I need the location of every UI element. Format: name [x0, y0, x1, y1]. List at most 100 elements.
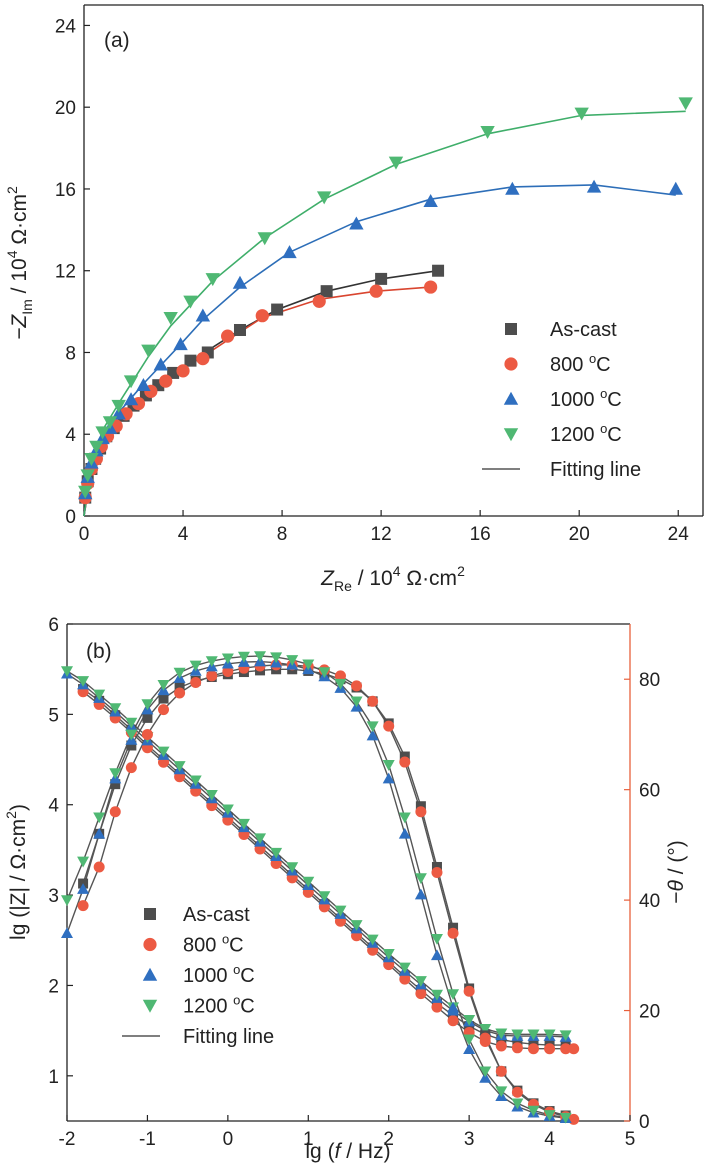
data-point: [302, 876, 315, 888]
data-point: [399, 756, 411, 768]
y-tick-label: 24: [55, 16, 77, 37]
y2-axis-title-text: / (°): [665, 840, 688, 880]
legend-label: As-cast: [550, 319, 617, 341]
data-point: [221, 653, 234, 665]
data-point: [511, 1086, 523, 1098]
y-axis-title-symbol: −Z: [8, 314, 31, 340]
x-tick-label: 2: [383, 1129, 394, 1150]
data-point: [78, 485, 93, 499]
data-point: [527, 1029, 540, 1041]
legend-label: 1000 oC: [550, 386, 622, 411]
data-point: [586, 179, 602, 193]
data-point: [527, 1105, 540, 1117]
legend-label-text: 1200: [550, 424, 600, 446]
data-point: [431, 861, 442, 872]
data-point: [668, 181, 683, 195]
data-point: [270, 847, 283, 859]
legend-label-text: As-cast: [183, 904, 250, 926]
legend-label-text: Fitting line: [183, 1026, 274, 1048]
x-tick-label: 4: [544, 1129, 555, 1150]
data-point: [174, 687, 186, 699]
data-point: [432, 264, 445, 277]
data-point: [447, 927, 459, 939]
legend-label-superscript: o: [600, 421, 607, 436]
y-axis-title-text: / 10: [8, 258, 31, 299]
data-point: [334, 905, 347, 917]
data-point: [84, 453, 99, 466]
y-axis-title-subscript: Im: [19, 299, 35, 315]
y-axis-title-superscript: 2: [4, 186, 20, 194]
data-point: [495, 1028, 508, 1040]
legend-marker: [505, 323, 517, 335]
data-point: [430, 933, 443, 945]
data-point: [173, 337, 188, 351]
data-point: [102, 416, 118, 430]
data-point: [559, 1030, 572, 1042]
data-point: [527, 1043, 539, 1055]
fitting-line: [66, 670, 566, 1036]
legend-marker: [504, 357, 518, 371]
data-point: [125, 729, 138, 741]
data-point: [543, 1110, 556, 1121]
legend-label-text: C: [607, 389, 621, 411]
data-point: [205, 789, 218, 801]
data-point: [495, 1065, 507, 1077]
data-point: [89, 440, 104, 454]
x-tick-label: 12: [371, 524, 392, 545]
y2-tick-label: 60: [639, 781, 660, 802]
data-point: [382, 772, 395, 784]
data-point: [430, 989, 443, 1001]
x-tick-label: -1: [139, 1129, 156, 1150]
data-point: [463, 1014, 476, 1026]
data-point: [367, 695, 379, 707]
data-point: [237, 818, 250, 830]
x-tick-label: 3: [464, 1129, 475, 1150]
legend-label-text: C: [240, 965, 254, 987]
data-point: [334, 670, 346, 682]
data-point: [159, 374, 173, 388]
data-point: [560, 1043, 572, 1055]
data-point: [511, 1098, 524, 1110]
legend-label-text: C: [229, 935, 243, 957]
legend-label: 800 oC: [183, 932, 244, 957]
data-point: [349, 216, 364, 230]
data-point: [206, 670, 218, 682]
data-point: [312, 294, 326, 308]
data-point: [414, 976, 427, 987]
y2-axis-title-text: −: [665, 892, 688, 904]
legend-marker: [142, 999, 158, 1013]
data-point: [302, 659, 315, 671]
data-point: [173, 667, 186, 679]
y-tick-label: 8: [65, 343, 76, 364]
x-axis-title-text: / 10: [352, 567, 393, 590]
y2-tick-label: 20: [639, 1002, 660, 1023]
data-point: [257, 232, 272, 246]
legend-label-superscript: o: [233, 962, 240, 977]
x-tick-label: 0: [79, 524, 90, 545]
data-point: [511, 1029, 524, 1041]
data-point: [80, 469, 95, 483]
data-point: [559, 1112, 572, 1124]
data-point: [366, 934, 379, 946]
data-point: [495, 1086, 508, 1098]
data-point: [77, 856, 90, 868]
data-point: [190, 677, 202, 689]
data-point: [153, 357, 168, 371]
data-point: [415, 806, 427, 818]
data-point: [77, 676, 90, 687]
data-point: [424, 280, 438, 294]
legend-marker: [503, 428, 519, 442]
data-point: [415, 988, 427, 1000]
legend-marker: [143, 937, 157, 952]
data-point: [415, 801, 426, 812]
data-point: [136, 377, 151, 391]
data-point: [123, 375, 139, 389]
legend-label-superscript: o: [600, 386, 607, 401]
y-tick-label: 0: [65, 507, 76, 528]
panel-label: (a): [104, 29, 130, 52]
x-axis-title-text: lg (: [305, 1140, 334, 1163]
data-point: [350, 696, 363, 708]
y-tick-label: 2: [48, 976, 59, 997]
data-point: [167, 366, 180, 379]
legend-label: Fitting line: [550, 459, 641, 481]
